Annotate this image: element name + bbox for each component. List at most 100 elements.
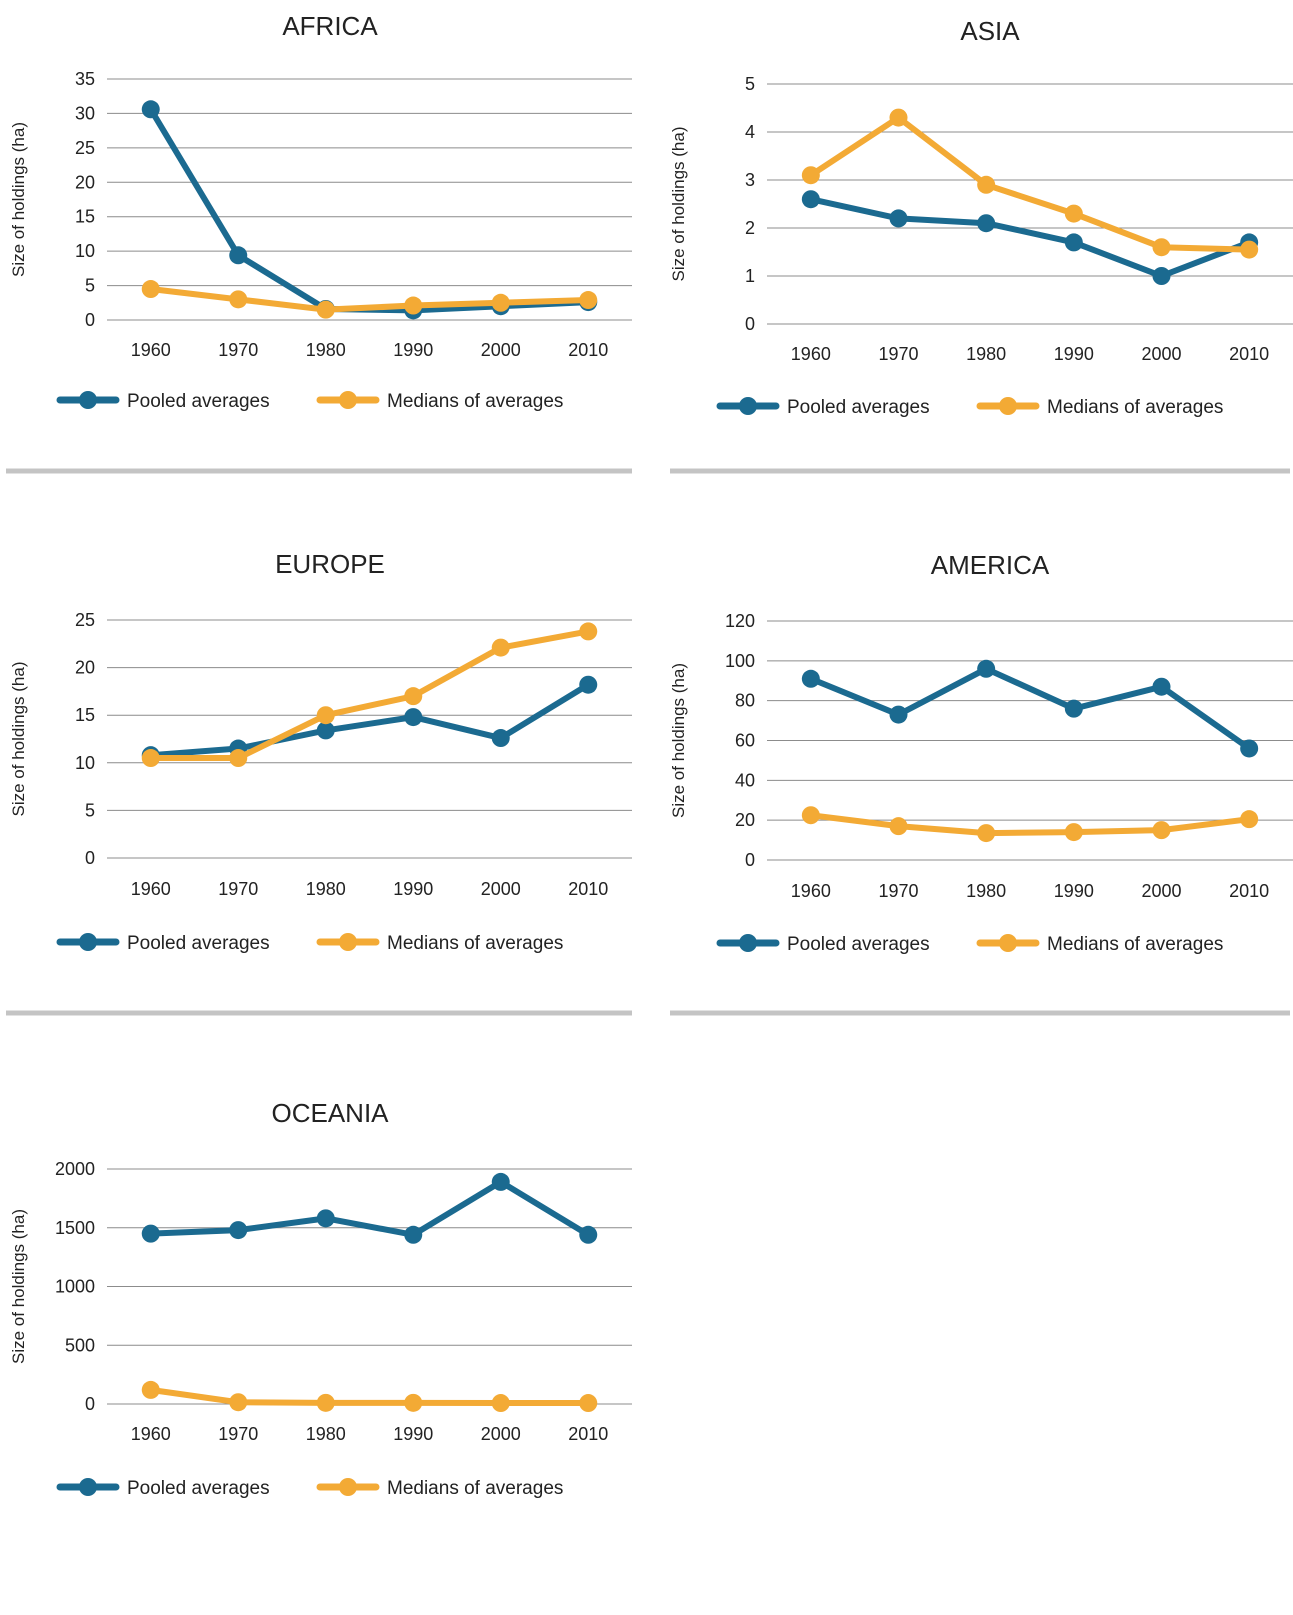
- legend-item-medians: Medians of averages: [976, 934, 1223, 955]
- x-tick-label: 1980: [306, 340, 346, 360]
- legend-marker: [79, 933, 97, 951]
- x-tick-label: 1980: [966, 344, 1006, 364]
- legend-label: Pooled averages: [127, 933, 270, 954]
- data-point-pooled: [801, 190, 820, 209]
- legend-marker: [79, 1478, 97, 1496]
- data-point-medians: [316, 300, 335, 319]
- chart-title: ASIA: [960, 16, 1020, 46]
- y-tick-label: 25: [75, 138, 95, 158]
- chart-title: EUROPE: [275, 549, 385, 579]
- data-point-medians: [316, 1393, 335, 1412]
- data-point-medians: [801, 806, 820, 825]
- y-tick-label: 20: [735, 810, 755, 830]
- legend-item-medians: Medians of averages: [316, 933, 563, 954]
- y-tick-label: 0: [85, 310, 95, 330]
- legend-item-pooled: Pooled averages: [56, 391, 270, 412]
- chart-panel-oceania: OCEANIA Size of holdings (ha) 0 500 1000 1500…: [0, 1085, 650, 1615]
- data-point-pooled: [141, 1224, 160, 1243]
- data-point-pooled: [316, 1209, 335, 1228]
- chart-panel-america: AMERICA Size of holdings (ha) 0 20 40 60 80 100…: [660, 540, 1293, 1070]
- y-tick-label: 20: [75, 658, 95, 678]
- y-tick-label: 0: [85, 848, 95, 868]
- y-axis-label: Size of holdings (ha): [9, 662, 28, 817]
- data-point-medians: [1152, 238, 1171, 257]
- y-tick-label: 10: [75, 753, 95, 773]
- x-tick-label: 2000: [481, 340, 521, 360]
- x-tick-label: 1970: [218, 879, 258, 899]
- data-point-medians: [579, 1394, 598, 1413]
- data-point-medians: [1240, 810, 1259, 829]
- y-tick-label: 3: [745, 170, 755, 190]
- legend-label: Medians of averages: [387, 391, 563, 412]
- data-point-medians: [404, 296, 423, 315]
- series-line-medians: [809, 114, 1250, 253]
- series-line-pooled: [150, 1178, 590, 1238]
- y-tick-label: 80: [735, 691, 755, 711]
- data-point-pooled: [316, 721, 335, 740]
- legend-item-pooled: Pooled averages: [716, 934, 930, 955]
- x-tick-label: 2000: [1141, 881, 1181, 901]
- x-tick-label: 1960: [791, 344, 831, 364]
- y-tick-label: 120: [725, 611, 755, 631]
- data-point-medians: [1064, 204, 1083, 223]
- y-tick-label: 2000: [55, 1159, 95, 1179]
- y-tick-label: 500: [65, 1335, 95, 1355]
- legend-item-medians: Medians of averages: [316, 1478, 563, 1499]
- series-line-pooled: [148, 107, 589, 314]
- legend-marker: [739, 934, 757, 952]
- y-tick-label: 35: [75, 69, 95, 89]
- legend-marker: [999, 397, 1017, 415]
- legend-label: Medians of averages: [387, 933, 563, 954]
- y-axis-label: Size of holdings (ha): [9, 122, 28, 277]
- line-chart: AMERICA Size of holdings (ha) 0 20 40 60 80 100…: [669, 550, 1293, 1016]
- x-tick-label: 2010: [568, 1424, 608, 1444]
- data-point-pooled: [1064, 699, 1083, 718]
- series-line-pooled: [809, 665, 1251, 751]
- data-point-pooled: [229, 246, 248, 265]
- line-chart: EUROPE Size of holdings (ha) 0 5 10 15 20 25 196…: [6, 549, 632, 1016]
- legend-marker: [339, 933, 357, 951]
- y-tick-label: 1500: [55, 1218, 95, 1238]
- legend-marker: [739, 397, 757, 415]
- legend-label: Pooled averages: [127, 391, 270, 412]
- x-tick-label: 1970: [878, 881, 918, 901]
- y-tick-label: 2: [745, 218, 755, 238]
- y-axis-label: Size of holdings (ha): [669, 127, 688, 282]
- legend-marker: [999, 934, 1017, 952]
- line-chart: ASIA Size of holdings (ha) 0 1 2 3 4 5 1960 1970 1…: [669, 16, 1293, 474]
- legend-item-pooled: Pooled averages: [716, 397, 930, 418]
- data-point-medians: [491, 1394, 510, 1413]
- y-tick-label: 0: [745, 850, 755, 870]
- data-point-pooled: [801, 669, 820, 688]
- y-tick-label: 40: [735, 770, 755, 790]
- series-line-medians: [150, 286, 589, 313]
- line-chart: OCEANIA Size of holdings (ha) 0 500 1000 1500…: [9, 1098, 632, 1499]
- line-chart: AFRICA Size of holdings (ha) 0 5 10 15 20 25 30 3…: [6, 11, 632, 474]
- y-tick-label: 20: [75, 172, 95, 192]
- y-tick-label: 5: [85, 276, 95, 296]
- x-tick-label: 1960: [131, 340, 171, 360]
- x-tick-label: 1990: [1054, 881, 1094, 901]
- legend-marker: [339, 1478, 357, 1496]
- legend-item-medians: Medians of averages: [976, 397, 1223, 418]
- x-tick-label: 1980: [306, 879, 346, 899]
- y-axis-label: Size of holdings (ha): [669, 663, 688, 818]
- data-point-medians: [889, 108, 908, 127]
- x-tick-label: 1960: [131, 879, 171, 899]
- legend-item-pooled: Pooled averages: [56, 1478, 270, 1499]
- data-point-pooled: [1152, 267, 1171, 285]
- chart-panel-asia: ASIA Size of holdings (ha) 0 1 2 3 4 5 1960 1970 1…: [660, 0, 1293, 530]
- legend-item-pooled: Pooled averages: [56, 933, 270, 954]
- data-point-pooled: [579, 675, 598, 694]
- y-tick-label: 4: [745, 122, 755, 142]
- chart-title: AMERICA: [931, 550, 1050, 580]
- data-point-medians: [491, 293, 510, 312]
- x-tick-label: 1990: [393, 1424, 433, 1444]
- x-tick-label: 1990: [1054, 344, 1094, 364]
- data-point-medians: [977, 824, 996, 843]
- data-point-medians: [404, 687, 423, 706]
- y-tick-label: 5: [85, 800, 95, 820]
- x-tick-label: 2000: [1141, 344, 1181, 364]
- legend-label: Medians of averages: [387, 1478, 563, 1499]
- y-axis-label: Size of holdings (ha): [9, 1209, 28, 1364]
